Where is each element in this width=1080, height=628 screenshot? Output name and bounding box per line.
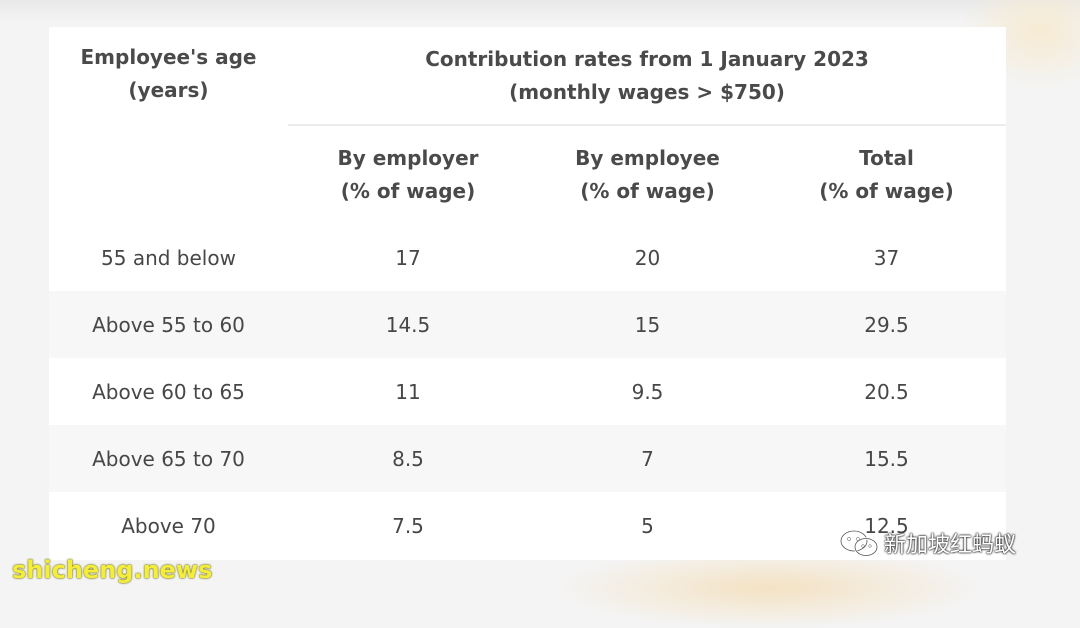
header-total: Total (% of wage) — [767, 126, 1006, 224]
header-rates-line2: (monthly wages > $750) — [509, 79, 785, 104]
watermark-account-name: 新加坡红蚂蚁 — [884, 533, 1017, 558]
header-rates-line1: Contribution rates from 1 January 2023 — [425, 46, 869, 71]
header-divider — [288, 124, 1006, 126]
cell-total-rate: 20.5 — [864, 379, 909, 404]
cell-total-rate: 37 — [873, 245, 900, 270]
header-age-line1: Employee's age — [80, 45, 257, 69]
header-total-line2: (% of wage) — [819, 179, 954, 203]
table-row: Above 60 to 65 11 9.5 20.5 — [49, 358, 1006, 425]
header-employee-line2: (% of wage) — [580, 179, 715, 203]
header-by-employee: By employee (% of wage) — [528, 126, 767, 224]
page-top-shade — [0, 0, 1080, 22]
header-by-employer: By employer (% of wage) — [288, 126, 528, 224]
cell-total-rate: 15.5 — [864, 446, 909, 471]
cpf-contribution-rates-table: Employee's age (years) Contribution rate… — [49, 27, 1006, 560]
cell-employee-rate: 9.5 — [631, 379, 664, 404]
header-employee-age: Employee's age (years) — [49, 27, 288, 157]
cell-employee-rate: 7 — [641, 446, 654, 471]
cell-employer-rate: 17 — [395, 245, 421, 270]
header-employee-line1: By employee — [575, 146, 720, 170]
cell-total-rate: 29.5 — [864, 312, 909, 337]
header-employer-line1: By employer — [337, 146, 479, 170]
cell-age: Above 70 — [121, 513, 216, 538]
cell-employee-rate: 20 — [634, 245, 661, 270]
cell-age: 55 and below — [101, 245, 236, 270]
cell-age: Above 60 to 65 — [92, 379, 245, 404]
header-contribution-rates: Contribution rates from 1 January 2023 (… — [288, 27, 1006, 124]
header-age-line2: (years) — [128, 78, 209, 102]
cell-total-rate: 12.5 — [864, 513, 909, 538]
cell-age: Above 65 to 70 — [92, 446, 245, 471]
table-row: Above 65 to 70 8.5 7 15.5 — [49, 425, 1006, 492]
site-watermark: shicheng.news — [12, 556, 213, 584]
table-row: Above 70 7.5 5 12.5 — [49, 492, 1006, 559]
cell-employee-rate: 5 — [641, 513, 654, 538]
cell-employer-rate: 8.5 — [392, 446, 424, 471]
table-row: 55 and below 17 20 37 — [49, 224, 1006, 291]
header-total-line1: Total — [859, 146, 914, 170]
header-employer-line2: (% of wage) — [340, 179, 476, 203]
wechat-icon — [839, 529, 879, 557]
table-row: Above 55 to 60 14.5 15 29.5 — [49, 291, 1006, 358]
decorative-background-glow — [560, 548, 980, 628]
cell-age: Above 55 to 60 — [92, 312, 245, 337]
cell-employer-rate: 11 — [395, 379, 421, 404]
cell-employee-rate: 15 — [634, 312, 661, 337]
cell-employer-rate: 14.5 — [385, 312, 431, 337]
cell-employer-rate: 7.5 — [392, 513, 424, 538]
